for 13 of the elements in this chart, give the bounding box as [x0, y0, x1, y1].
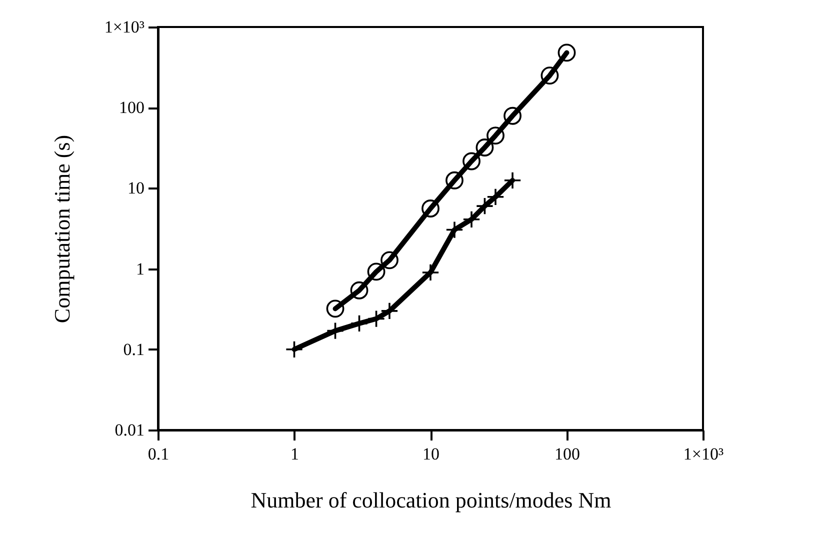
- y-tick-label: 100: [119, 98, 144, 118]
- x-tick-label: 10: [422, 444, 440, 464]
- y-tick-label: 1: [136, 259, 144, 278]
- y-tick-label: 0.01: [114, 420, 144, 440]
- x-axis-title: Number of collocation points/modes Nm: [250, 488, 612, 512]
- x-tick-label: 1: [290, 444, 299, 464]
- x-tick-label: 1×10³: [683, 444, 724, 464]
- y-tick-label: 10: [128, 178, 144, 198]
- x-tick-label: 0.1: [148, 444, 170, 464]
- y-axis-title: Computation time (s): [49, 134, 74, 324]
- y-tick-label: 0.1: [123, 340, 144, 359]
- y-tick-label: 1×10³: [104, 18, 144, 36]
- x-tick-label: 100: [554, 444, 580, 464]
